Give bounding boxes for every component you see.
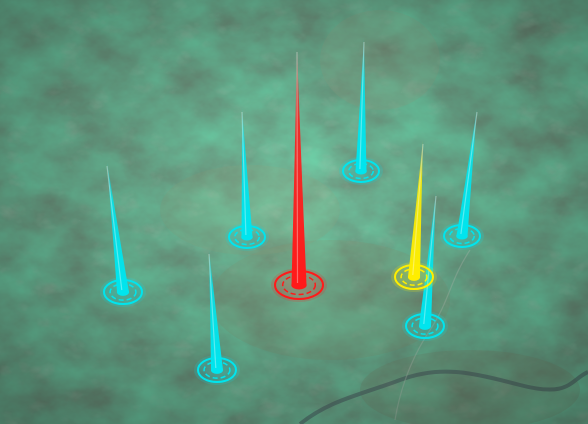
marker-beam (209, 250, 223, 373)
marker-inner-ring (281, 274, 317, 296)
marker-5[interactable] (440, 108, 484, 250)
marker-4[interactable] (100, 162, 146, 307)
marker-beam (241, 108, 253, 240)
marker-beam (355, 38, 367, 174)
marker-beam-highlight (460, 111, 478, 235)
marker-beam-highlight (359, 41, 365, 170)
marker-beam-highlight (208, 253, 217, 369)
marker-inner-ring (348, 162, 374, 180)
marker-beam (419, 192, 436, 329)
markers-layer (100, 38, 484, 385)
marker-beam (107, 162, 129, 295)
marker-3[interactable] (225, 108, 269, 251)
marker-2[interactable] (339, 38, 383, 185)
marker-beam-highlight (423, 195, 437, 325)
marker-7[interactable] (402, 192, 448, 341)
marker-beam-highlight (412, 143, 424, 276)
marker-inner-ring (234, 228, 260, 246)
marker-beam-highlight (106, 165, 123, 291)
marker-beam-highlight (296, 51, 299, 284)
marker-1[interactable] (271, 48, 327, 302)
marker-beam (291, 48, 307, 289)
marker-beam-highlight (241, 111, 247, 236)
marker-beam (408, 140, 423, 280)
marker-6[interactable] (194, 250, 240, 385)
marker-8[interactable] (391, 140, 437, 292)
marker-beam (456, 108, 477, 239)
